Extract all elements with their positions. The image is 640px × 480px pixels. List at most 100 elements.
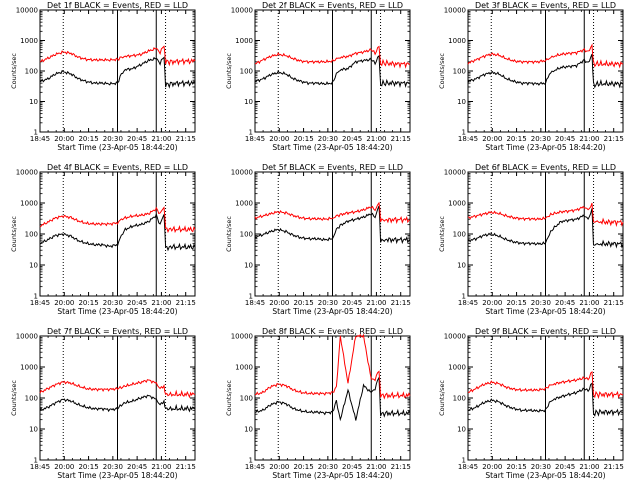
chart-panel-7: Det 7f BLACK = Events, RED = LLD 1 10 100 10…: [10, 327, 196, 480]
x-tick-label: 21:15: [176, 299, 196, 307]
y-tick-label: 10000: [231, 169, 253, 177]
x-tick-label: 20:45: [342, 135, 362, 143]
chart-title: Det 8f BLACK = Events, RED = LLD: [262, 327, 403, 336]
y-tick-label: 10000: [231, 7, 253, 15]
x-tick-label: 18:45: [30, 135, 50, 143]
x-axis-label: Start Time (23-Apr-05 18:44:20): [272, 471, 392, 480]
x-tick-label: 20:00: [269, 463, 289, 471]
x-tick-label: 20:30: [318, 135, 338, 143]
x-tick-label: 20:15: [293, 299, 313, 307]
x-tick-label: 20:15: [506, 135, 526, 143]
x-tick-label: 21:15: [176, 463, 196, 471]
series-line-events: [467, 382, 624, 417]
x-tick-label: 21:15: [391, 463, 411, 471]
x-tick-label: 20:45: [555, 135, 575, 143]
x-tick-label: 20:15: [78, 135, 98, 143]
x-tick-label: 21:00: [151, 135, 171, 143]
x-tick-label: 20:15: [293, 135, 313, 143]
series-line-events: [468, 208, 624, 249]
series-line-lld: [39, 206, 196, 234]
x-tick-label: 20:45: [127, 135, 147, 143]
x-tick-label: 20:00: [482, 135, 502, 143]
y-tick-label: 10: [244, 426, 253, 434]
series-line-lld: [467, 371, 624, 400]
chart-title: Det 2f BLACK = Events, RED = LLD: [262, 1, 403, 10]
x-tick-label: 21:00: [579, 299, 599, 307]
x-tick-label: 18:45: [458, 135, 478, 143]
y-tick-label: 10000: [16, 333, 38, 341]
x-tick-label: 20:15: [78, 463, 98, 471]
x-axis-label: Start Time (23-Apr-05 18:44:20): [272, 143, 392, 152]
chart-panel-9: Det 9f BLACK = Events, RED = LLD 1 10 100 10…: [438, 327, 624, 480]
y-tick-label: 1000: [235, 200, 253, 208]
chart-panel-6: Det 6f BLACK = Events, RED = LLD 1 10 100 10…: [438, 163, 624, 316]
series-line-lld: [39, 45, 196, 67]
x-tick-label: 20:45: [342, 463, 362, 471]
chart-title: Det 1f BLACK = Events, RED = LLD: [47, 1, 188, 10]
y-axis-label: Counts/sec: [438, 216, 446, 252]
x-axis-label: Start Time (23-Apr-05 18:44:20): [485, 143, 605, 152]
x-tick-label: 21:15: [391, 299, 411, 307]
x-tick-label: 20:15: [78, 299, 98, 307]
x-axis-label: Start Time (23-Apr-05 18:44:20): [485, 307, 605, 316]
y-tick-label: 1000: [235, 364, 253, 372]
chart-panel-5: Det 5f BLACK = Events, RED = LLD 1 10 100 10…: [225, 163, 411, 316]
x-tick-label: 20:30: [103, 299, 123, 307]
y-axis-label: Counts/sec: [225, 53, 233, 89]
x-tick-label: 20:00: [54, 135, 74, 143]
x-tick-label: 18:45: [458, 463, 478, 471]
x-tick-label: 21:00: [366, 463, 386, 471]
series-line-events: [39, 394, 196, 413]
x-tick-label: 20:30: [318, 463, 338, 471]
y-tick-label: 100: [240, 395, 253, 403]
x-tick-label: 21:15: [176, 135, 196, 143]
x-tick-label: 20:30: [318, 299, 338, 307]
y-tick-label: 1: [34, 457, 38, 465]
y-axis-label: Counts/sec: [225, 380, 233, 416]
y-tick-label: 1: [462, 457, 466, 465]
series-line-lld: [467, 43, 624, 69]
chart-panel-1: Det 1f BLACK = Events, RED = LLD 1 10 100 10…: [10, 1, 196, 152]
x-tick-label: 20:30: [531, 299, 551, 307]
x-tick-label: 18:45: [458, 299, 478, 307]
x-tick-label: 21:15: [391, 135, 411, 143]
x-tick-label: 20:15: [293, 463, 313, 471]
y-tick-label: 100: [240, 231, 253, 239]
y-tick-label: 10: [457, 262, 466, 270]
y-tick-label: 10: [244, 262, 253, 270]
series-line-lld: [254, 201, 411, 225]
series-line-events: [39, 56, 196, 89]
y-tick-label: 100: [453, 68, 466, 76]
x-tick-label: 20:45: [342, 299, 362, 307]
series-line-events: [467, 53, 624, 89]
x-axis-label: Start Time (23-Apr-05 18:44:20): [57, 143, 177, 152]
x-tick-label: 21:00: [151, 299, 171, 307]
x-tick-label: 21:00: [579, 135, 599, 143]
y-tick-label: 100: [453, 395, 466, 403]
series-line-events: [39, 212, 196, 252]
series-line-lld: [254, 333, 411, 400]
chart-panel-2: Det 2f BLACK = Events, RED = LLD 1 10 100 10…: [225, 1, 411, 152]
chart-panel-3: Det 3f BLACK = Events, RED = LLD 1 10 100 10…: [438, 1, 624, 152]
x-tick-label: 20:00: [269, 299, 289, 307]
y-tick-label: 1000: [20, 364, 38, 372]
x-tick-label: 18:45: [30, 299, 50, 307]
x-tick-label: 20:00: [54, 299, 74, 307]
x-tick-label: 18:45: [245, 299, 265, 307]
y-tick-label: 1: [462, 129, 466, 137]
y-axis-label: Counts/sec: [438, 380, 446, 416]
x-tick-label: 21:15: [604, 463, 624, 471]
y-tick-label: 10: [29, 426, 38, 434]
x-tick-label: 18:45: [245, 463, 265, 471]
x-tick-label: 20:15: [506, 299, 526, 307]
y-axis-label: Counts/sec: [10, 380, 18, 416]
y-tick-label: 10000: [444, 333, 466, 341]
y-tick-label: 1: [249, 293, 253, 301]
y-tick-label: 10: [29, 98, 38, 106]
series-line-events: [254, 54, 411, 88]
y-tick-label: 100: [240, 68, 253, 76]
chart-title: Det 9f BLACK = Events, RED = LLD: [475, 327, 616, 336]
x-tick-label: 21:15: [604, 135, 624, 143]
y-tick-label: 10000: [444, 169, 466, 177]
y-tick-label: 1: [462, 293, 466, 301]
